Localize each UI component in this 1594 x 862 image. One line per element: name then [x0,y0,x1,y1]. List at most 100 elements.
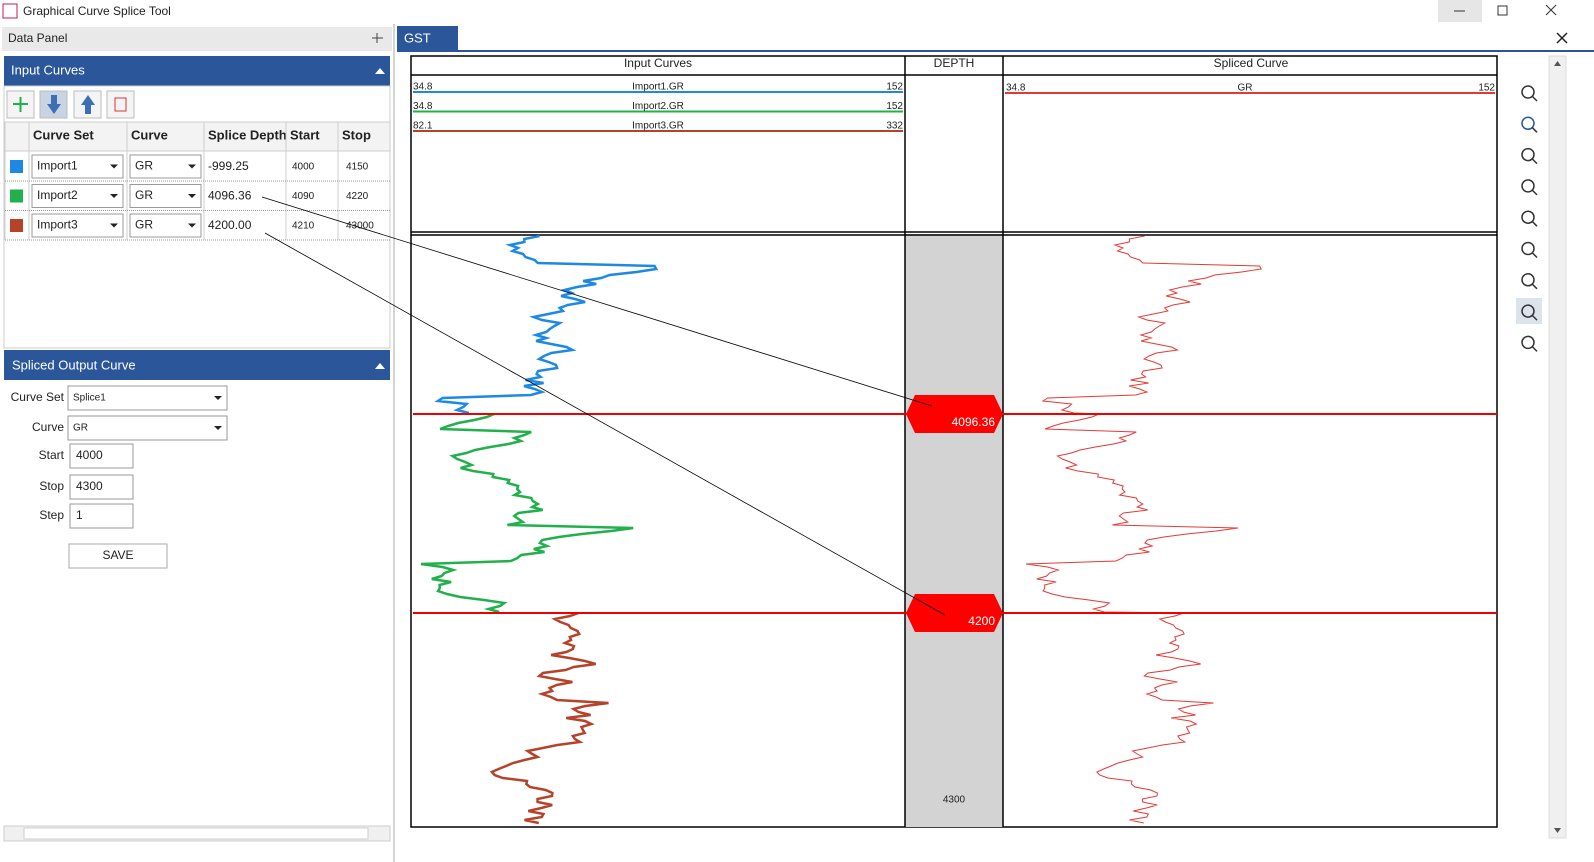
column-header: Stop [342,127,371,142]
collapse-icon[interactable] [375,363,385,369]
down-icon [47,95,61,114]
input-curves-table: Curve Set Curve Splice Depth Start Stop Impor… [4,121,391,241]
toolbar [6,90,135,119]
input-curves-header[interactable] [4,56,390,86]
dropdown-arrow [188,164,196,169]
scale-min: 34.8 [413,82,433,93]
text-input[interactable] [69,443,134,469]
dropdown[interactable] [67,415,228,441]
marker-label: 4096.36 [952,415,996,429]
zoom-in-tool[interactable] [1521,179,1535,193]
home-tool[interactable] [1521,116,1535,131]
dropdown-arrow [188,194,196,198]
data-panel-header [2,27,392,51]
tab-label: GST [404,30,431,45]
scale-min: 34.8 [1006,83,1026,94]
input-curves-title: Input Curves [11,62,85,77]
delete-icon [114,97,127,112]
field-label: Step [39,508,64,522]
splice-depth: 4096.36 [208,189,252,203]
collapse-icon[interactable] [375,68,385,74]
close-button[interactable] [1545,4,1557,16]
scale-max: 152 [1478,83,1495,94]
close-tab-button[interactable] [1556,32,1568,44]
curve-name: Import1.GR [632,82,684,93]
marker-label: 4200 [968,614,995,628]
track-title: Spliced Curve [1214,56,1289,70]
vertical-scrollbar[interactable] [1548,55,1567,839]
log-plot: Input Curves DEPTH Spliced Curve 4300 [410,55,1498,828]
splice-depth: 4200.00 [208,218,252,232]
zoom-box-tool[interactable] [1521,273,1535,287]
splice-marker[interactable] [906,594,1003,632]
color-swatch [10,160,23,173]
add-button[interactable] [6,90,35,119]
dropdown-value: Import1 [37,159,78,173]
track-title: Input Curves [624,56,692,70]
dropdown-value: GR [73,423,88,434]
zoom-box-handle [1531,283,1538,290]
dropdown-arrow [214,396,222,400]
pin-icon[interactable] [372,33,383,43]
column-header: Curve Set [33,127,94,142]
zoom-out-tool[interactable] [1521,210,1535,224]
stop-value: 4150 [346,162,369,173]
curve-trace [420,412,634,614]
dropdown-value: GR [135,188,153,202]
track-title: DEPTH [934,56,975,70]
reset-zoom-handle [1531,345,1538,352]
restore-button[interactable] [1497,5,1508,16]
zoom-depth-handle [1531,314,1538,321]
spliced-output-header[interactable] [4,350,390,380]
save-button[interactable] [68,543,168,569]
dropdown[interactable] [129,184,202,208]
home-handle [1531,126,1538,133]
scale-min: 34.8 [413,101,433,112]
column-header: Curve [131,127,168,142]
field-label: Curve [32,420,64,434]
dropdown[interactable] [31,154,124,179]
fit-tool[interactable] [1521,241,1535,256]
dropdown-arrow [214,426,222,430]
dropdown-value: GR [135,159,153,173]
dropdown-value: GR [135,218,153,232]
depth-label: 4300 [943,795,966,806]
curve-trace [434,234,659,415]
field-label: Stop [39,479,64,493]
column-header: Splice Depth [208,127,287,142]
zoom-in-handle [1531,189,1538,196]
add-icon [13,97,28,112]
gst-tab[interactable] [397,26,458,51]
window-title: Graphical Curve Splice Tool [23,4,171,18]
delete-button[interactable] [106,90,135,119]
zoom-home-handle [1531,158,1538,165]
zoom-depth-tool[interactable] [1521,304,1535,318]
curve-name: GR [1238,83,1253,94]
color-swatch [10,189,23,203]
dropdown-value: Import2 [37,188,78,202]
dropdown[interactable] [31,184,124,208]
log-tracks: 34.8 Import1.GR 152 34.8 Import2.GR 152 82.1 Im… [261,82,1497,825]
spliced-output-form: Curve Set Splice1 Curve GR Start 4000 Stop 4300… [11,385,228,529]
dropdown[interactable] [129,154,202,179]
dropdown-arrow [110,194,118,198]
dropdown-value: Import3 [37,218,78,232]
dropdown[interactable] [129,213,202,238]
pan-tool[interactable] [1521,85,1535,99]
text-input[interactable] [69,474,134,500]
dropdown[interactable] [67,385,228,411]
stop-value: 43000 [346,221,374,232]
text-input[interactable] [69,503,134,529]
splice-marker[interactable] [906,395,1003,433]
zoom-home-tool[interactable] [1521,147,1535,162]
scroll-thumb[interactable] [23,827,369,840]
color-swatch [10,219,23,232]
scale-max: 332 [886,121,903,132]
reset-zoom-tool[interactable] [1521,335,1535,350]
field-label: Curve Set [11,390,65,404]
dropdown-value: Splice1 [73,393,106,404]
dropdown[interactable] [31,213,124,238]
scale-max: 152 [886,82,903,93]
start-value: 4000 [292,162,315,173]
app-icon [2,3,18,19]
